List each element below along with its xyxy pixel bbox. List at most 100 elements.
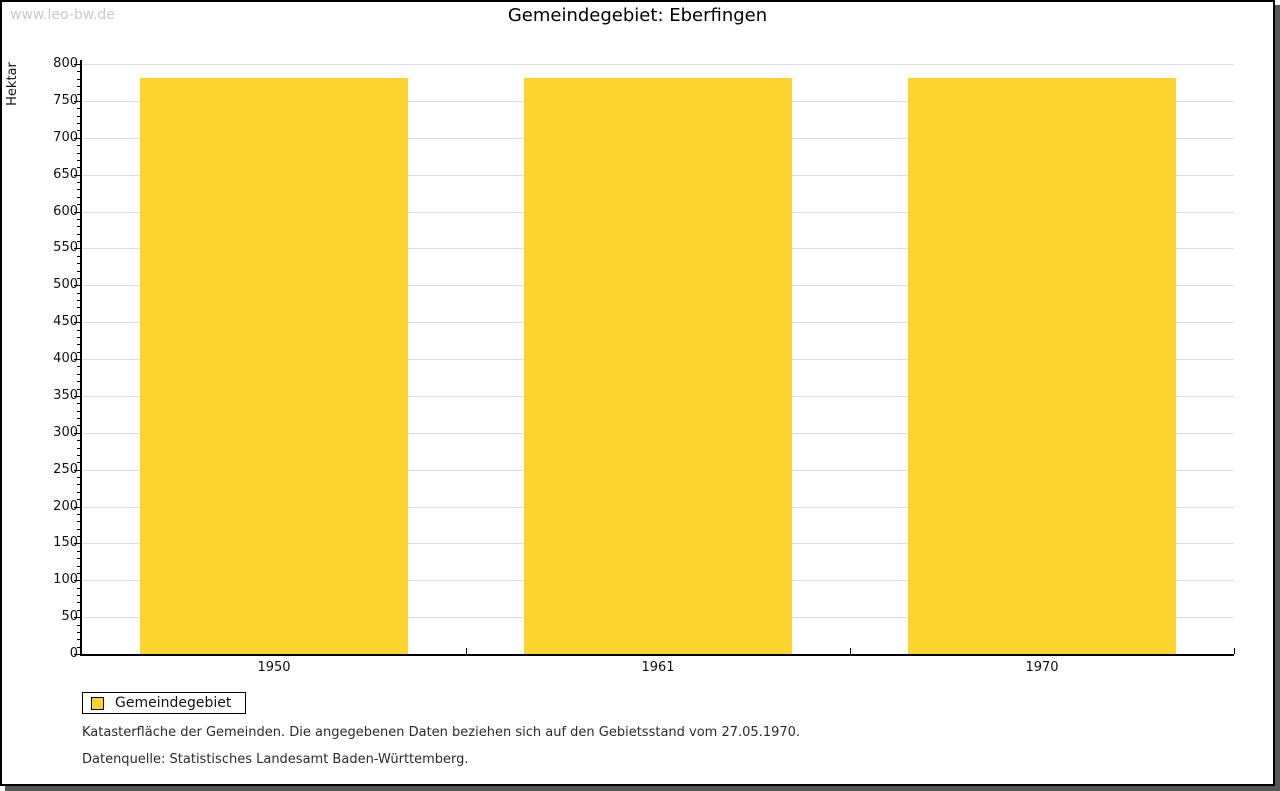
y-axis-major-tick [74,322,82,324]
y-axis-tick-label: 800 [53,56,78,71]
y-axis-major-tick [74,64,82,65]
y-axis-minor-tick [77,78,82,80]
y-axis-minor-tick [77,381,82,383]
y-axis-minor-tick [77,93,82,95]
y-axis-major-tick [74,469,82,471]
y-axis-tick-label: 700 [53,129,78,145]
y-axis-tick-label: 150 [53,535,78,551]
legend: Gemeindegebiet [82,692,247,714]
bar-1961 [523,78,793,654]
y-axis-minor-tick [77,558,82,560]
y-axis-minor-tick [77,145,82,147]
y-axis-minor-tick [77,233,82,235]
legend-label: Gemeindegebiet [115,695,232,711]
y-axis-minor-tick [77,292,82,294]
y-axis-minor-tick [77,602,82,604]
bar-1970 [907,78,1177,654]
y-axis-minor-tick [77,373,82,375]
y-axis-minor-tick [77,300,82,301]
y-axis-tick-label: 550 [53,240,78,256]
y-axis-minor-tick [77,277,82,279]
y-axis-minor-tick [77,595,82,596]
y-axis-minor-tick [77,587,82,589]
y-axis-major-tick [74,543,82,545]
y-axis-minor-tick [77,631,82,633]
y-axis-major-tick [74,580,82,582]
x-axis-boundary-tick [466,648,467,654]
y-axis-tick-label: 450 [53,314,78,330]
y-axis-tick-label: 250 [53,461,78,477]
y-axis-tick-label: 750 [53,92,78,108]
x-axis-category-label: 1961 [641,660,675,675]
y-axis-minor-tick [77,454,82,456]
y-axis-minor-tick [77,572,82,574]
y-axis-minor-tick [77,447,82,449]
y-axis-minor-tick [77,344,82,346]
y-axis-minor-tick [77,204,82,206]
y-axis-minor-tick [77,565,82,567]
y-axis-minor-tick [77,646,82,648]
y-axis-major-tick [74,248,82,250]
y-axis-major-tick [74,137,82,139]
x-axis-category-label: 1950 [257,660,291,675]
y-axis-minor-tick [77,513,82,515]
y-axis-line [80,60,82,654]
y-axis-minor-tick [77,418,82,419]
y-axis-minor-tick [77,108,82,110]
x-axis-category-label: 1970 [1025,660,1059,675]
y-axis-minor-tick [77,329,82,331]
y-axis-minor-tick [77,314,82,316]
y-axis-minor-tick [77,425,82,427]
y-axis-tick-label: 0 [69,646,78,661]
y-axis-minor-tick [77,403,82,405]
x-axis-boundary-tick [850,648,851,654]
y-axis-minor-tick [77,241,82,242]
y-axis-major-tick [74,432,82,434]
y-axis-major-tick [74,100,82,102]
y-axis-minor-tick [77,167,82,169]
y-axis-minor-tick [77,255,82,257]
y-axis-major-tick [74,395,82,397]
y-axis-minor-tick [77,130,82,132]
y-axis-tick-label: 100 [53,572,78,588]
y-axis-minor-tick [77,189,82,191]
y-axis-tick-label: 300 [53,424,78,440]
y-axis-minor-tick [77,263,82,265]
y-axis-minor-tick [77,499,82,501]
y-axis-tick-label: 500 [53,277,78,293]
y-axis-minor-tick [77,196,82,198]
y-axis-minor-tick [77,609,82,611]
footnote-data-source: Datenquelle: Statistisches Landesamt Bad… [82,752,469,767]
y-axis-minor-tick [77,152,82,154]
y-axis-minor-tick [77,159,82,161]
legend-swatch-color [91,696,104,710]
y-axis-tick-label: 400 [53,351,78,366]
y-axis-minor-tick [77,123,82,124]
y-axis-minor-tick [77,226,82,228]
y-axis-tick-label: 200 [53,498,78,514]
y-axis-minor-tick [77,351,82,353]
y-axis-minor-tick [77,218,82,220]
y-axis-minor-tick [77,336,82,338]
watermark: www.leo-bw.de [10,7,115,23]
y-axis-minor-tick [77,270,82,272]
y-axis-minor-tick [77,491,82,493]
y-axis-minor-tick [77,624,82,626]
y-axis-major-tick [74,174,82,176]
y-axis-tick-label: 50 [61,609,78,625]
y-axis-minor-tick [77,477,82,478]
y-axis-minor-tick [77,484,82,486]
y-axis-major-tick [74,211,82,213]
x-axis-line [80,654,1234,656]
y-axis-minor-tick [77,366,82,368]
y-axis-minor-tick [77,71,82,73]
y-axis-major-tick [74,506,82,508]
y-axis-minor-tick [77,462,82,464]
y-axis-minor-tick [77,528,82,530]
y-axis-minor-tick [77,521,82,523]
y-axis-major-tick [74,359,82,360]
footnote-source-note: Katasterfläche der Gemeinden. Die angege… [82,725,801,740]
y-axis-title: Hektar [5,62,20,106]
y-axis-minor-tick [77,115,82,117]
